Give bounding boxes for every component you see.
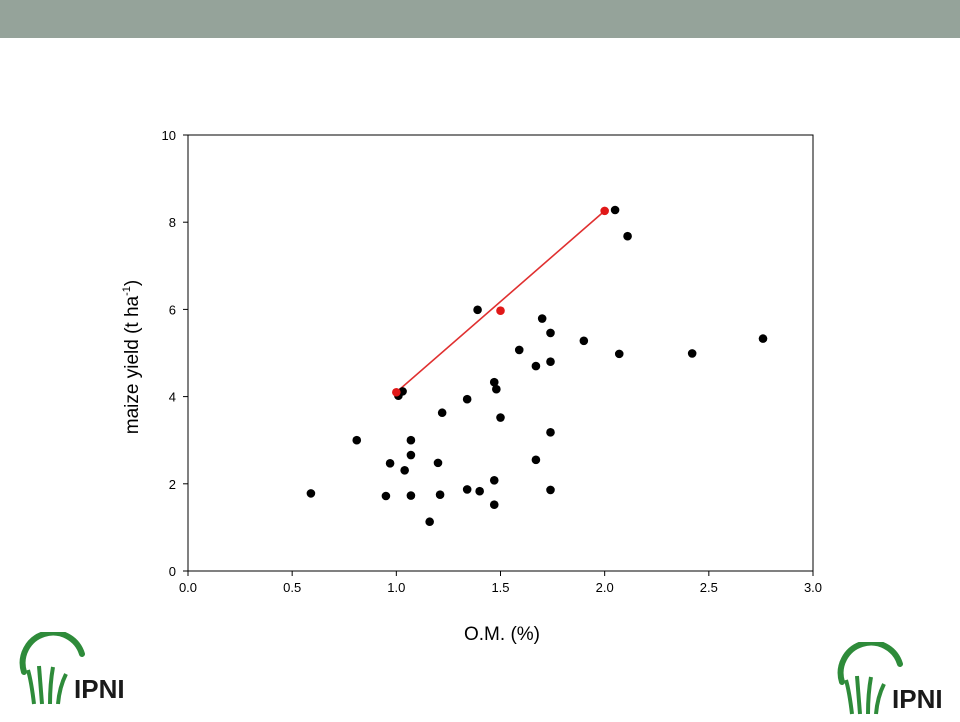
data-point (489, 476, 499, 485)
x-tick-label: 0.0 (179, 580, 197, 595)
data-point (546, 485, 555, 495)
data-point (623, 231, 632, 241)
y-tick-label: 8 (169, 215, 176, 230)
data-point (306, 489, 316, 498)
data-point (462, 485, 472, 494)
plot-border (187, 134, 814, 572)
ipni-wheat-logo-icon (837, 642, 903, 715)
y-tick-label: 0 (169, 564, 176, 579)
x-tick-label: 3.0 (804, 580, 822, 595)
plot-frame (187, 134, 814, 572)
data-point (531, 361, 541, 371)
highlight-point (600, 206, 609, 216)
ipni-logo-right: IPNI (837, 642, 943, 715)
x-tick-label: 1.0 (387, 580, 405, 595)
y-tick-label: 2 (169, 477, 176, 492)
x-tick-label: 2.5 (700, 580, 718, 595)
data-point (531, 455, 541, 465)
y-axis-title-main: maize yield (t ha (122, 295, 143, 434)
y-axis-title-close: ) (122, 280, 143, 286)
data-point (687, 349, 697, 358)
data-point (406, 450, 416, 460)
data-point (537, 314, 547, 323)
y-tick-label: 10 (162, 128, 176, 143)
data-point (425, 517, 434, 527)
data-point (758, 334, 768, 343)
x-tick-label: 1.5 (491, 580, 509, 595)
data-point (352, 435, 362, 445)
data-point (400, 465, 409, 475)
data-point (462, 394, 472, 404)
data-point (610, 205, 620, 215)
data-point (475, 486, 484, 496)
logo-text: IPNI (892, 684, 943, 714)
y-axis: 0 2 4 6 8 10 (162, 128, 188, 579)
header-bar (0, 0, 960, 38)
ipni-wheat-logo-icon (19, 632, 85, 705)
data-point (579, 336, 589, 346)
data-point (492, 384, 501, 394)
data-point (437, 408, 447, 418)
y-tick-label: 4 (169, 390, 176, 405)
ipni-logo-left: IPNI (19, 632, 125, 705)
data-point (546, 357, 555, 367)
y-axis-title-sup: -1 (121, 286, 133, 296)
data-point (385, 459, 395, 468)
data-point (489, 377, 499, 387)
data-point (614, 349, 624, 359)
trend-line-layer (395, 210, 606, 393)
x-tick-label: 0.5 (283, 580, 301, 595)
data-point (546, 428, 555, 437)
data-point (435, 490, 445, 500)
data-point (496, 413, 505, 422)
x-axis: 0.0 0.5 1.0 1.5 2.0 2.5 3.0 (179, 571, 822, 595)
highlight-point (496, 306, 505, 316)
logo-text: IPNI (74, 674, 125, 704)
points-layer (306, 205, 768, 527)
data-point (433, 458, 443, 468)
highlight-points-layer (392, 206, 609, 397)
data-point (514, 345, 524, 355)
data-point (489, 500, 499, 510)
x-axis-title: O.M. (%) (464, 624, 540, 645)
x-tick-label: 2.0 (596, 580, 614, 595)
data-point (473, 305, 482, 315)
trend-line (395, 210, 606, 393)
data-point (406, 491, 416, 500)
data-point (406, 435, 416, 445)
data-point (381, 491, 391, 501)
data-point (546, 328, 555, 338)
y-tick-label: 6 (169, 302, 176, 317)
highlight-point (392, 387, 401, 397)
y-axis-title: maize yield (t ha-1) (121, 280, 143, 434)
